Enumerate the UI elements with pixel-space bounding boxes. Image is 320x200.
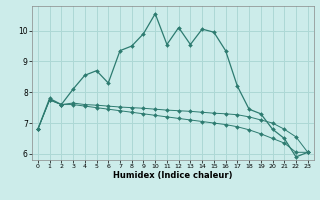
X-axis label: Humidex (Indice chaleur): Humidex (Indice chaleur) (113, 171, 233, 180)
